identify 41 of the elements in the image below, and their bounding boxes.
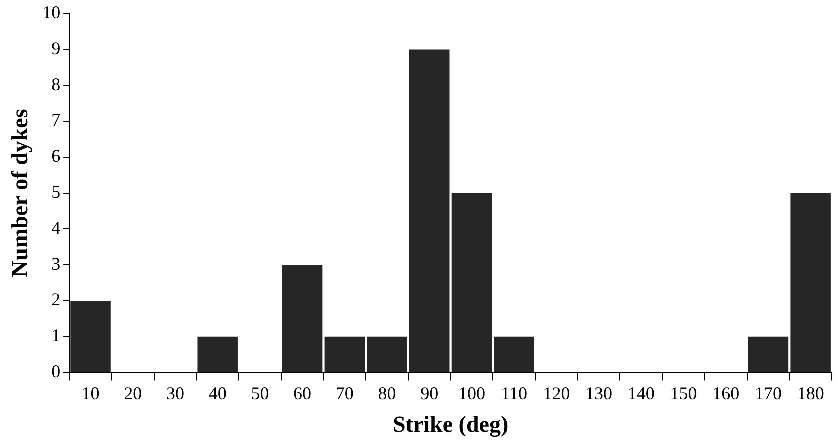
x-tick-label: 150 <box>670 383 698 404</box>
bar <box>70 301 111 372</box>
bar <box>452 193 492 372</box>
x-tick-label: 50 <box>251 383 270 404</box>
y-axis-title: Number of dykes <box>8 109 33 278</box>
bar <box>367 336 408 372</box>
x-tick-label: 140 <box>628 383 655 404</box>
bar <box>198 336 238 372</box>
y-tick-label: 0 <box>52 362 61 382</box>
x-tick-label: 60 <box>294 383 312 404</box>
x-tick-label: 80 <box>378 383 396 404</box>
y-tick-label: 2 <box>52 290 61 310</box>
y-tick-label: 7 <box>52 110 61 130</box>
bar <box>282 265 323 372</box>
x-tick-label: 170 <box>754 383 782 404</box>
x-tick-label: 110 <box>501 383 528 404</box>
bar <box>748 336 789 372</box>
x-tick-label: 100 <box>458 383 486 404</box>
x-tick-label: 90 <box>420 383 439 404</box>
x-tick-label: 70 <box>336 383 354 404</box>
y-tick-label: 6 <box>52 146 61 166</box>
x-tick-label: 120 <box>543 383 570 404</box>
bar <box>410 50 450 372</box>
y-tick-label: 3 <box>52 254 61 274</box>
bar <box>494 336 534 372</box>
x-tick-label: 130 <box>586 383 613 404</box>
x-tick-label: 30 <box>166 383 184 404</box>
x-tick-label: 160 <box>712 383 740 404</box>
bar <box>790 193 831 372</box>
bar <box>324 336 366 372</box>
x-tick-label: 40 <box>208 383 227 404</box>
y-tick-label: 1 <box>52 326 61 346</box>
x-axis-title: Strike (deg) <box>392 412 509 438</box>
y-tick-label: 4 <box>52 218 61 238</box>
y-tick-label: 8 <box>52 74 61 94</box>
y-tick-label: 9 <box>52 38 61 58</box>
y-tick-label: 5 <box>52 182 61 202</box>
y-tick-label: 10 <box>42 2 61 23</box>
x-tick-label: 180 <box>797 383 824 404</box>
x-tick-label: 10 <box>82 383 100 404</box>
x-tick-label: 20 <box>124 383 142 404</box>
